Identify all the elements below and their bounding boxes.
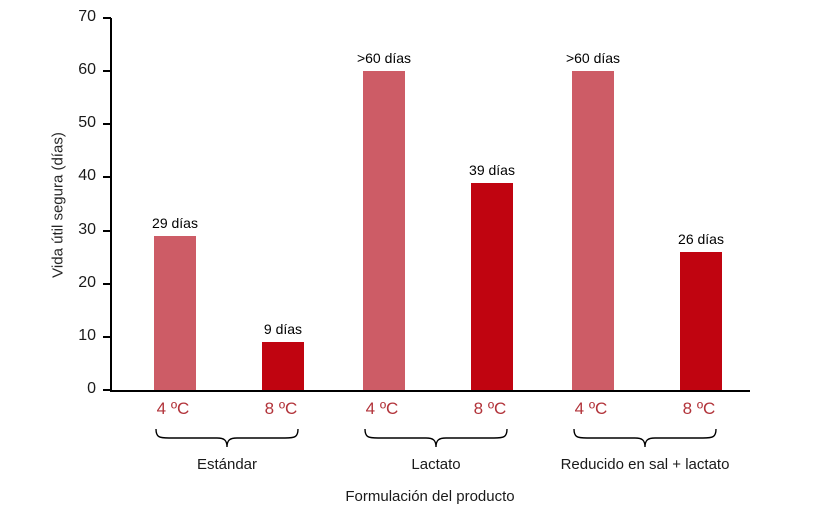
bar-value-label: 9 días [263,321,303,338]
group-label-lactato: Lactato [411,456,461,473]
bar-4-c-lactato [363,71,405,390]
y-tick-label: 40 [78,167,96,185]
y-tick [103,123,111,126]
bar-8-c-est-ndar [262,342,304,390]
x-tick-label: 8 ºC [264,399,298,418]
bar-value-label: 39 días [469,161,515,178]
bar-value-label: >60 días [356,50,412,67]
group-label-est-ndar: Estándar [196,456,258,473]
y-tick-label: 70 [78,8,96,25]
bar-value-label: 29 días [152,214,198,231]
group-brace [364,428,508,448]
bar-4-c-reducido-en-sal-lactato [572,71,614,390]
y-tick-label: 30 [78,220,96,238]
y-tick [103,176,111,179]
y-axis-title: Vida útil segura (días) [49,132,67,278]
x-tick-label: 8 ºC [682,399,716,418]
y-tick-label: 20 [78,273,96,291]
y-tick [103,335,111,338]
group-brace [573,428,717,448]
group-label-reducido-en-sal-lactato: Reducido en sal + lactato [560,456,730,473]
group-brace [155,428,299,448]
bar-value-label: >60 días [565,50,621,67]
x-tick-label: 4 ºC [365,399,399,418]
y-tick-label: 60 [78,61,96,79]
y-tick [103,389,111,391]
x-tick-label: 8 ºC [473,399,507,418]
x-tick-label: 4 ºC [156,399,190,418]
bar-8-c-lactato [471,182,513,390]
y-tick [103,282,111,285]
y-tick-label: 0 [87,380,96,397]
bar-value-label: 26 días [678,230,724,247]
y-tick-label: 50 [78,114,96,132]
bar-4-c-est-ndar [154,235,196,390]
bar-8-c-reducido-en-sal-lactato [680,251,722,390]
y-tick-label: 10 [78,326,96,344]
y-tick [103,229,111,232]
plot-area: 0 10 20 30 40 50 60 70 29 días 9 días >60 días 39 d… [78,8,750,397]
y-tick [103,17,111,19]
x-axis-title: Formulación del producto [345,488,515,505]
x-tick-label: 4 ºC [574,399,608,418]
y-tick [103,70,111,73]
